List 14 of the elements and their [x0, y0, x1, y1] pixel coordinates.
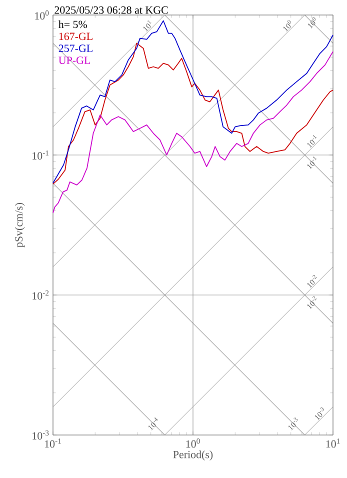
x-axis-title: Period(s)	[173, 450, 213, 460]
y-tick-label: 10$^{-3}$	[32, 430, 49, 440]
y-tick-label: 10$^{-1}$	[32, 150, 49, 160]
text: UP-GL	[58, 56, 90, 64]
x-tick-label: 10$^{1}$	[326, 438, 340, 448]
x-tick-label: 10$^{-1}$	[45, 438, 61, 448]
y-tick-label: 10$^{0}$	[35, 10, 49, 20]
text: 167-GL	[59, 32, 92, 40]
y-axis-title: pSv(cm/s)	[14, 202, 25, 248]
annotation: h= 5%	[58, 20, 88, 28]
text: 257-GL	[58, 44, 92, 52]
x-tick-label: 10$^{0}$	[186, 438, 200, 448]
y-tick-label: 10$^{-2}$	[32, 290, 49, 300]
chart-title: 2025/05/23 06:28 at KGC	[54, 6, 168, 14]
